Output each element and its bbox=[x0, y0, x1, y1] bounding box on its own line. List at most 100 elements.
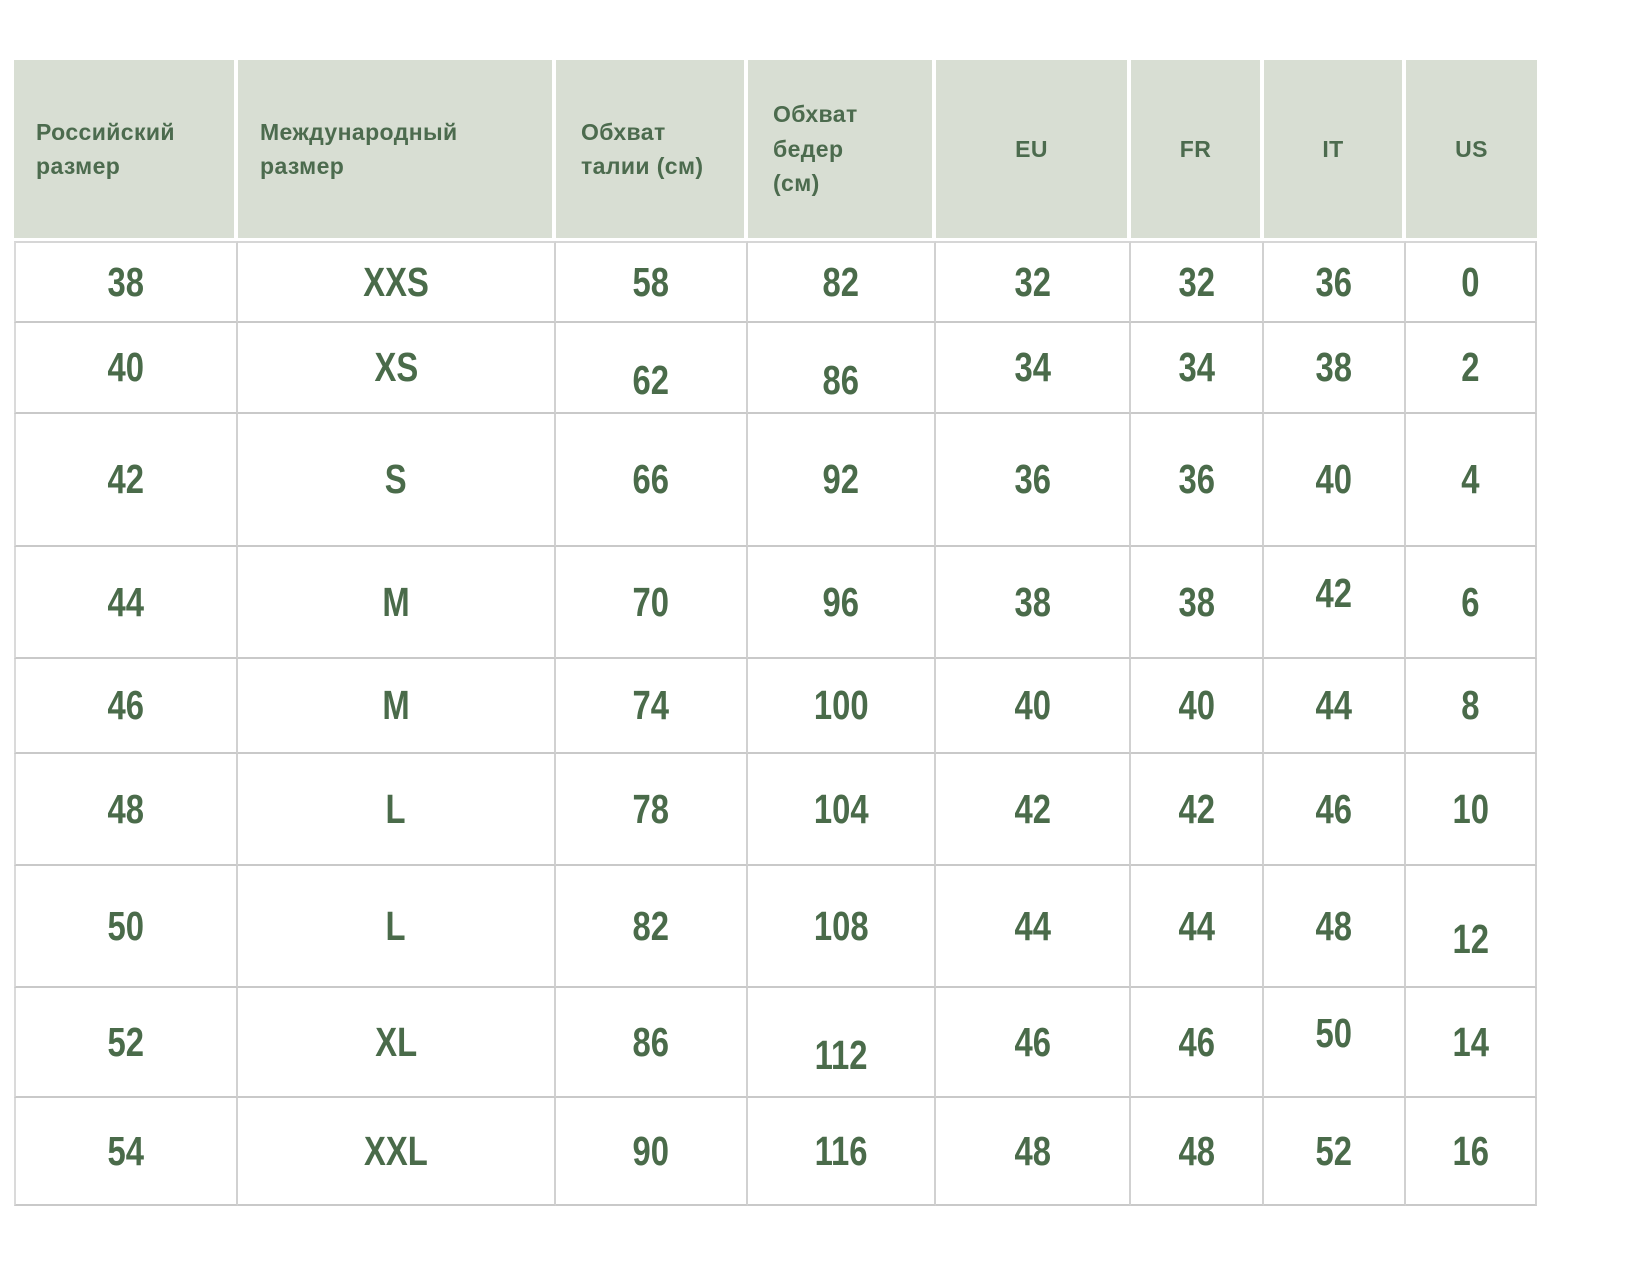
table-cell: 46 bbox=[1131, 988, 1264, 1098]
table-cell: 52 bbox=[1264, 1098, 1406, 1206]
table-cell: 40 bbox=[1131, 659, 1264, 754]
cell-value: 48 bbox=[107, 785, 145, 832]
cell-value: 38 bbox=[1315, 344, 1353, 390]
column-header-us: US bbox=[1406, 60, 1537, 241]
cell-value: 40 bbox=[107, 344, 145, 390]
table-cell: 42 bbox=[1264, 547, 1406, 659]
column-header-hips: Обхват бедер (см) bbox=[748, 60, 936, 241]
table-cell: 70 bbox=[556, 547, 748, 659]
cell-value: 46 bbox=[1014, 1018, 1051, 1065]
table-cell: 54 bbox=[14, 1098, 238, 1206]
table-cell: 108 bbox=[748, 866, 936, 988]
cell-value: L bbox=[385, 785, 407, 832]
cell-value: 4 bbox=[1461, 456, 1480, 502]
table-cell: 46 bbox=[1264, 754, 1406, 866]
cell-value: 32 bbox=[1014, 258, 1051, 305]
cell-value: 70 bbox=[632, 578, 670, 625]
table-cell: 78 bbox=[556, 754, 748, 866]
table-cell: 32 bbox=[1131, 241, 1264, 323]
cell-value: M bbox=[382, 682, 410, 728]
cell-value: 16 bbox=[1452, 1127, 1489, 1174]
cell-value: 52 bbox=[107, 1018, 145, 1065]
cell-value: 66 bbox=[632, 456, 670, 502]
table-cell: 40 bbox=[1264, 414, 1406, 547]
cell-value: 10 bbox=[1452, 785, 1489, 832]
cell-value: 108 bbox=[813, 902, 869, 949]
cell-value: 46 bbox=[1178, 1018, 1215, 1065]
cell-value: 40 bbox=[1014, 682, 1051, 728]
table-cell: 52 bbox=[14, 988, 238, 1098]
cell-value: 0 bbox=[1461, 258, 1480, 305]
cell-value: 44 bbox=[107, 578, 145, 625]
cell-value: 74 bbox=[632, 682, 670, 728]
table-cell: 100 bbox=[748, 659, 936, 754]
cell-value: 38 bbox=[1178, 578, 1215, 625]
table-cell: 42 bbox=[14, 414, 238, 547]
cell-value: 40 bbox=[1315, 456, 1353, 502]
cell-value: 42 bbox=[1014, 785, 1051, 832]
cell-value: 48 bbox=[1178, 1127, 1215, 1174]
table-cell: 2 bbox=[1406, 323, 1537, 414]
table-cell: M bbox=[238, 659, 556, 754]
cell-value: 38 bbox=[107, 258, 145, 305]
table-cell: 34 bbox=[936, 323, 1131, 414]
cell-value: 44 bbox=[1014, 902, 1051, 949]
cell-value: 82 bbox=[822, 258, 860, 305]
table-cell: 90 bbox=[556, 1098, 748, 1206]
cell-value: 42 bbox=[1315, 569, 1353, 616]
table-cell: 74 bbox=[556, 659, 748, 754]
cell-value: 50 bbox=[1315, 1009, 1353, 1056]
table-cell: 96 bbox=[748, 547, 936, 659]
table-cell: 50 bbox=[1264, 988, 1406, 1098]
table-cell: 34 bbox=[1131, 323, 1264, 414]
table-cell: 112 bbox=[748, 988, 936, 1098]
cell-value: 44 bbox=[1315, 682, 1353, 728]
cell-value: 100 bbox=[813, 682, 869, 728]
cell-value: 12 bbox=[1452, 915, 1489, 962]
table-cell: 38 bbox=[14, 241, 238, 323]
table-cell: 66 bbox=[556, 414, 748, 547]
cell-value: 38 bbox=[1014, 578, 1051, 625]
table-cell: 58 bbox=[556, 241, 748, 323]
cell-value: 54 bbox=[107, 1127, 145, 1174]
table-cell: 12 bbox=[1406, 866, 1537, 988]
cell-value: 86 bbox=[822, 357, 860, 403]
table-cell: 46 bbox=[14, 659, 238, 754]
cell-value: 36 bbox=[1014, 456, 1051, 502]
cell-value: 96 bbox=[822, 578, 860, 625]
table-cell: XXS bbox=[238, 241, 556, 323]
table-cell: 40 bbox=[14, 323, 238, 414]
table-cell: 82 bbox=[556, 866, 748, 988]
cell-value: 32 bbox=[1178, 258, 1215, 305]
table-cell: 48 bbox=[1131, 1098, 1264, 1206]
column-header-international-size: Международный размер bbox=[238, 60, 556, 241]
table-cell: XXL bbox=[238, 1098, 556, 1206]
column-header-eu: EU bbox=[936, 60, 1131, 241]
cell-value: 46 bbox=[107, 682, 145, 728]
column-header-fr: FR bbox=[1131, 60, 1264, 241]
table-cell: 40 bbox=[936, 659, 1131, 754]
cell-value: XXS bbox=[363, 258, 429, 305]
cell-value: XXL bbox=[364, 1127, 428, 1174]
table-cell: 6 bbox=[1406, 547, 1537, 659]
table-cell: XL bbox=[238, 988, 556, 1098]
table-cell: 42 bbox=[1131, 754, 1264, 866]
cell-value: XL bbox=[375, 1018, 417, 1065]
cell-value: 92 bbox=[822, 456, 860, 502]
table-cell: 38 bbox=[936, 547, 1131, 659]
cell-value: 116 bbox=[814, 1127, 868, 1174]
table-cell: 44 bbox=[14, 547, 238, 659]
cell-value: 42 bbox=[107, 456, 145, 502]
table-cell: XS bbox=[238, 323, 556, 414]
cell-value: 46 bbox=[1315, 785, 1353, 832]
cell-value: 112 bbox=[814, 1031, 868, 1078]
cell-value: 44 bbox=[1178, 902, 1215, 949]
table-cell: S bbox=[238, 414, 556, 547]
cell-value: 14 bbox=[1452, 1018, 1489, 1065]
cell-value: 52 bbox=[1315, 1127, 1353, 1174]
table-cell: 50 bbox=[14, 866, 238, 988]
cell-value: 42 bbox=[1178, 785, 1215, 832]
cell-value: 90 bbox=[632, 1127, 670, 1174]
table-cell: 92 bbox=[748, 414, 936, 547]
table-cell: 8 bbox=[1406, 659, 1537, 754]
